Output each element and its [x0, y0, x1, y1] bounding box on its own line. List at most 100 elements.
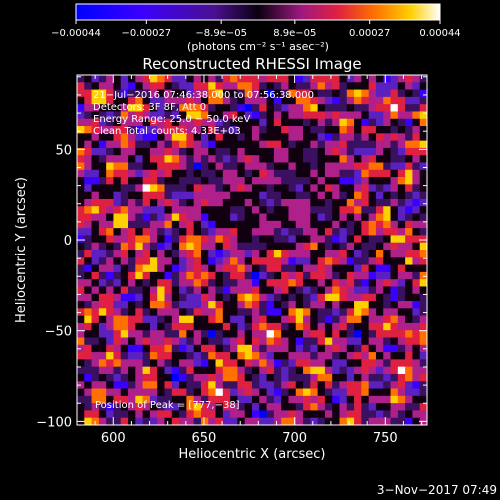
heatmap-cell — [368, 220, 377, 229]
heatmap-cell — [412, 330, 421, 338]
y-tick-label: 0 — [64, 234, 72, 249]
heatmap-cell — [171, 403, 180, 411]
heatmap-cell — [164, 126, 173, 134]
heatmap-cell — [310, 344, 319, 353]
heatmap-cell — [273, 286, 282, 295]
heatmap-cell — [128, 177, 136, 185]
heatmap-cell — [354, 271, 362, 280]
heatmap-cell — [397, 279, 406, 287]
heatmap-cell — [120, 410, 129, 419]
heatmap-cell — [135, 133, 144, 142]
heatmap-cell — [84, 184, 92, 193]
heatmap-cell — [383, 89, 391, 98]
heatmap-cell — [98, 75, 107, 83]
heatmap-cell — [368, 184, 377, 193]
heatmap-cell — [200, 395, 209, 404]
heatmap-cell — [215, 104, 224, 112]
heatmap-cell — [98, 410, 107, 419]
heatmap-cell — [252, 147, 260, 156]
heatmap-cell — [383, 359, 391, 368]
heatmap-cell — [317, 395, 326, 404]
heatmap-cell — [142, 133, 151, 142]
heatmap-cell — [339, 250, 348, 258]
heatmap-cell — [179, 279, 187, 287]
heatmap-cell — [91, 352, 100, 360]
heatmap-cell — [419, 126, 427, 134]
heatmap-cell — [179, 388, 187, 397]
heatmap-cell — [303, 82, 311, 90]
heatmap-cell — [142, 271, 151, 280]
heatmap-cell — [120, 104, 129, 112]
heatmap-cell — [405, 250, 413, 258]
heatmap-cell — [354, 118, 362, 127]
heatmap-cell — [295, 308, 304, 317]
heatmap-cell — [383, 337, 391, 346]
heatmap-cell — [419, 155, 427, 163]
heatmap-cell — [208, 337, 216, 346]
heatmap-cell — [142, 279, 151, 287]
heatmap-cell — [288, 118, 297, 127]
heatmap-cell — [266, 344, 275, 353]
heatmap-cell — [412, 213, 421, 222]
heatmap-cell — [281, 162, 289, 171]
heatmap-cell — [84, 82, 92, 90]
heatmap-cell — [317, 89, 326, 98]
heatmap-cell — [332, 169, 340, 178]
heatmap-cell — [419, 352, 427, 360]
heatmap-cell — [317, 373, 326, 382]
heatmap-cell — [157, 198, 165, 207]
heatmap-cell — [135, 177, 144, 185]
heatmap-cell — [142, 89, 151, 98]
heatmap-cell — [266, 359, 275, 368]
heatmap-cell — [91, 147, 100, 156]
heatmap-cell — [259, 111, 267, 120]
heatmap-cell — [164, 366, 173, 375]
heatmap-cell — [324, 337, 333, 346]
y-axis: 500−50−100 — [36, 76, 427, 430]
heatmap-cell — [368, 381, 377, 389]
heatmap-cell — [375, 162, 384, 171]
heatmap-cell — [317, 286, 326, 295]
heatmap-cell — [157, 96, 165, 105]
heatmap-cell — [186, 191, 195, 200]
heatmap-cell — [346, 417, 355, 425]
heatmap-cell — [295, 395, 304, 404]
heatmap-cell — [339, 184, 348, 193]
heatmap-cell — [157, 75, 165, 83]
heatmap-cell — [390, 381, 399, 389]
heatmap-cell — [91, 337, 100, 346]
heatmap-cell — [354, 140, 362, 149]
heatmap-cell — [354, 228, 362, 236]
heatmap-cell — [324, 403, 333, 411]
heatmap-cell — [230, 228, 238, 236]
heatmap-cell — [230, 388, 238, 397]
heatmap-cell — [266, 118, 275, 127]
heatmap-cell — [317, 96, 326, 105]
heatmap-cell — [171, 410, 180, 419]
heatmap-cell — [310, 235, 319, 244]
heatmap-cell — [266, 395, 275, 404]
heatmap-cell — [324, 155, 333, 163]
heatmap-cell — [354, 162, 362, 171]
heatmap-cell — [186, 82, 195, 90]
heatmap-cell — [412, 359, 421, 368]
heatmap-cell — [288, 330, 297, 338]
heatmap-cell — [390, 388, 399, 397]
heatmap-cell — [142, 293, 151, 302]
heatmap-cell — [84, 301, 92, 309]
heatmap-cell — [222, 191, 231, 200]
heatmap-cell — [361, 417, 370, 425]
heatmap-cell — [186, 366, 195, 375]
heatmap-cell — [208, 301, 216, 309]
heatmap-cell — [164, 308, 173, 317]
heatmap-cell — [149, 96, 158, 105]
heatmap-cell — [106, 242, 114, 251]
heatmap-cell — [77, 403, 85, 411]
heatmap-cell — [237, 75, 246, 83]
heatmap-cell — [252, 118, 260, 127]
heatmap-cell — [368, 206, 377, 214]
heatmap-cell — [303, 264, 311, 273]
heatmap-cell — [303, 169, 311, 178]
heatmap-cell — [135, 184, 144, 193]
heatmap-cell — [375, 118, 384, 127]
